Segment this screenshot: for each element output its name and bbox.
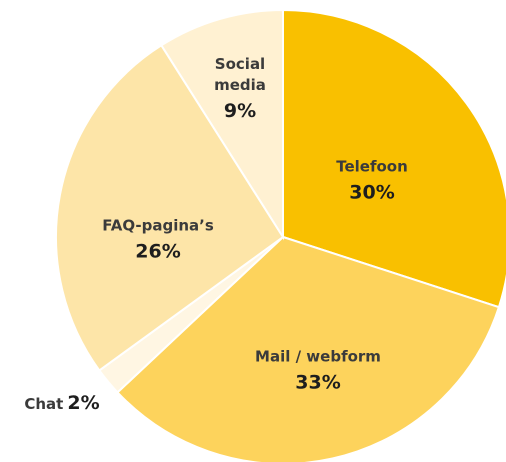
category-label: Mail / webform: [255, 347, 381, 366]
pie-slice: [282, 8, 506, 309]
slice-label: Mail / webform 33%: [238, 347, 398, 394]
slice-label: Social media 9%: [200, 54, 280, 122]
value-label: 33%: [295, 371, 341, 394]
value-label: 9%: [223, 100, 257, 122]
category-label: Social media: [214, 55, 266, 94]
category-label: Chat: [24, 395, 64, 413]
pie-slice: [116, 235, 501, 462]
value-label: 2%: [67, 392, 100, 414]
slice-label: FAQ-pagina’s 26%: [88, 216, 228, 263]
category-label: Telefoon: [336, 157, 408, 176]
slice-label: Chat 2%: [24, 393, 99, 415]
value-label: 26%: [135, 240, 181, 263]
pie-slice: [159, 8, 284, 241]
pie-slice: [55, 43, 285, 372]
value-label: 30%: [349, 181, 395, 204]
category-label: FAQ-pagina’s: [102, 216, 214, 235]
slice-label: Telefoon 30%: [312, 157, 432, 204]
